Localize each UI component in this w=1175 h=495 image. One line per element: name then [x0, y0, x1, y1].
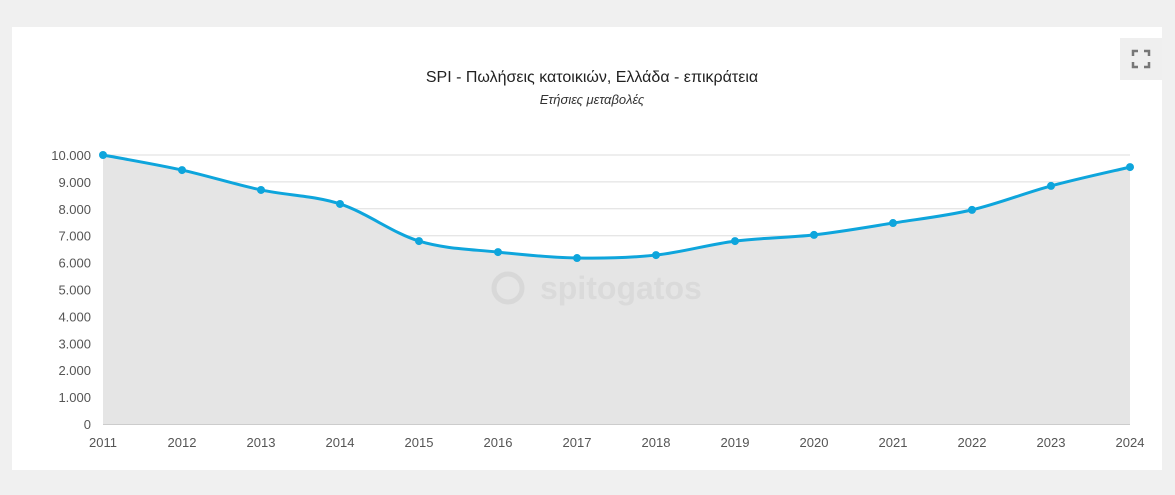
y-tick-label: 9.000	[58, 175, 91, 190]
data-point[interactable]	[1047, 181, 1055, 190]
data-point[interactable]	[573, 254, 581, 263]
data-point[interactable]	[889, 219, 897, 228]
y-tick-label: 1.000	[58, 390, 91, 405]
y-tick-label: 3.000	[58, 336, 91, 351]
x-tick-label: 2022	[958, 435, 987, 450]
data-point[interactable]	[99, 151, 107, 159]
data-point[interactable]	[257, 185, 265, 194]
x-tick-label: 2018	[642, 435, 671, 450]
chart-title: SPI - Πωλήσεις κατοικιών, Ελλάδα - επικρ…	[426, 69, 758, 86]
y-tick-label: 2.000	[58, 363, 91, 378]
x-tick-label: 2017	[563, 435, 592, 450]
x-tick-label: 2012	[168, 435, 197, 450]
data-point[interactable]	[810, 230, 818, 239]
y-tick-label: 0	[84, 417, 91, 432]
data-point[interactable]	[1126, 163, 1134, 172]
x-tick-label: 2011	[89, 435, 117, 450]
y-tick-label: 6.000	[58, 256, 91, 271]
data-point[interactable]	[415, 237, 423, 246]
x-tick-label: 2021	[879, 435, 908, 450]
data-point[interactable]	[652, 251, 660, 260]
x-tick-label: 2023	[1037, 435, 1066, 450]
chart-subtitle: Ετήσιες μεταβολές	[540, 92, 645, 107]
y-tick-label: 8.000	[58, 202, 91, 217]
data-point[interactable]	[968, 205, 976, 214]
fullscreen-button[interactable]	[1120, 38, 1162, 80]
x-tick-label: 2024	[1116, 435, 1145, 450]
x-tick-label: 2014	[326, 435, 355, 450]
x-tick-label: 2015	[405, 435, 434, 450]
data-point[interactable]	[731, 237, 739, 246]
watermark: spitogatos	[491, 270, 702, 306]
x-tick-label: 2020	[800, 435, 829, 450]
x-tick-label: 2013	[247, 435, 276, 450]
area-fill	[103, 155, 1130, 424]
data-point[interactable]	[178, 166, 186, 175]
y-tick-label: 4.000	[58, 309, 91, 324]
data-point[interactable]	[494, 248, 502, 257]
y-tick-label: 7.000	[58, 229, 91, 244]
fullscreen-icon	[1131, 49, 1151, 69]
x-tick-label: 2016	[484, 435, 513, 450]
data-point[interactable]	[336, 199, 344, 208]
x-tick-label: 2019	[721, 435, 750, 450]
y-tick-label: 10.000	[51, 148, 91, 163]
watermark-text: spitogatos	[540, 270, 702, 306]
y-tick-label: 5.000	[58, 283, 91, 298]
